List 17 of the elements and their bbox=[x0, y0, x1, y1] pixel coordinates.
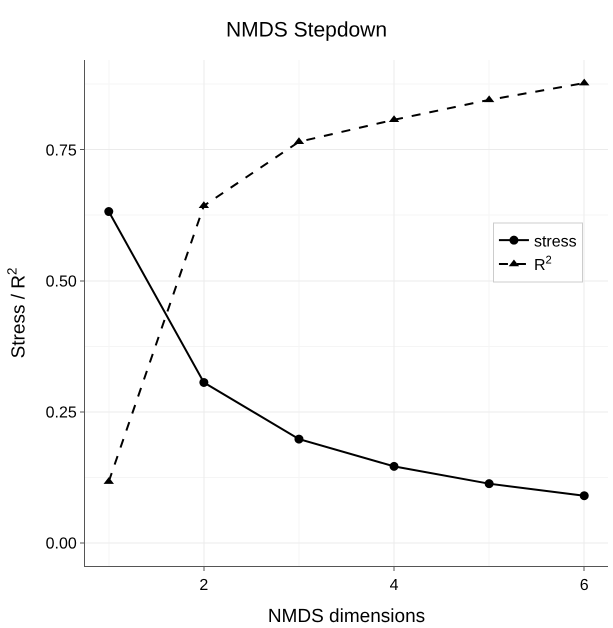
y-tick-label: 0.75 bbox=[46, 142, 77, 160]
point bbox=[390, 462, 399, 471]
point bbox=[294, 434, 304, 444]
x-tick-label: 4 bbox=[390, 577, 399, 594]
point bbox=[199, 378, 208, 387]
y-tick-label: 0.25 bbox=[46, 404, 77, 422]
x-axis-title: NMDS dimensions bbox=[268, 606, 426, 627]
point bbox=[580, 491, 589, 500]
y-tick-label: 0.50 bbox=[46, 273, 77, 290]
x-tick-label: 6 bbox=[580, 577, 589, 594]
point bbox=[484, 479, 494, 488]
legend-label: stress bbox=[534, 233, 577, 250]
legend-label: R$^{2}$ bbox=[534, 254, 552, 274]
point bbox=[104, 207, 114, 216]
y-tick-label: 0.00 bbox=[46, 536, 77, 553]
chart-title: NMDS Stepdown bbox=[226, 18, 388, 42]
x-tick-label: 2 bbox=[199, 577, 208, 594]
